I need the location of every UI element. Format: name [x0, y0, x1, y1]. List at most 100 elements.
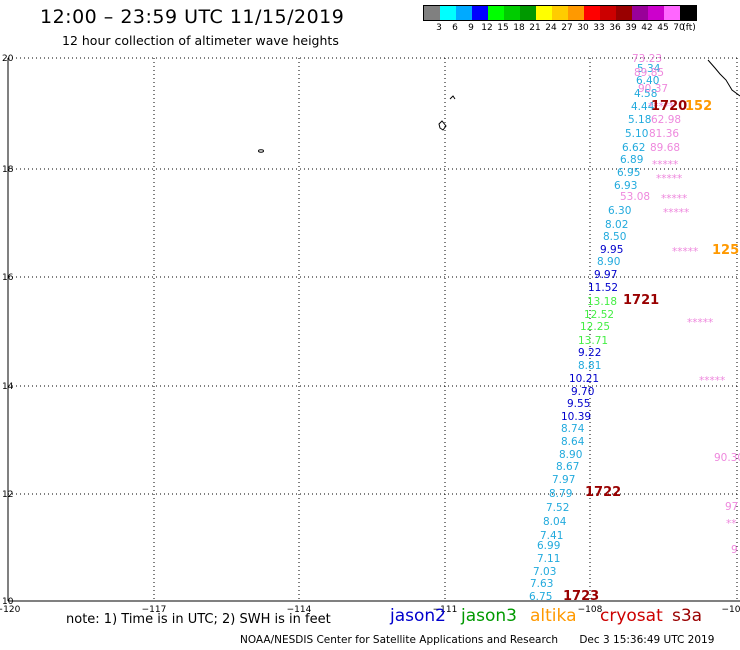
- map-grid: [7, 57, 740, 602]
- colorbar-label: 45: [657, 23, 669, 33]
- colorbar-label: 9: [468, 23, 474, 33]
- wave-height-label: *****: [663, 207, 689, 219]
- colorbar-label: 6: [452, 23, 458, 33]
- wave-height-label: **: [726, 518, 737, 530]
- satellite-legend-altika: altika: [530, 606, 577, 626]
- wave-height-label: *****: [661, 193, 687, 205]
- longitude-label: −10: [722, 605, 740, 615]
- wave-height-label: 12.52: [584, 309, 614, 321]
- wave-height-label: 9.22: [578, 347, 601, 359]
- wave-height-label: *****: [656, 173, 682, 185]
- wave-height-label: 5.10: [625, 128, 648, 140]
- longitude-label: −120: [0, 605, 21, 615]
- wave-height-label: 97: [725, 501, 738, 513]
- wave-height-label: 9.97: [594, 269, 617, 281]
- wave-height-label: 90.37: [638, 83, 668, 95]
- wave-height-label: 90.30: [714, 452, 740, 464]
- wave-height-label: 10.39: [561, 411, 591, 423]
- wave-height-label: *****: [652, 159, 678, 171]
- colorbar-swatch: [664, 6, 680, 20]
- wave-height-label: 8.02: [605, 219, 628, 231]
- colorbar-swatch: [552, 6, 568, 20]
- wave-height-label: 73.23: [632, 53, 662, 65]
- wave-height-label: 9.70: [571, 386, 594, 398]
- wave-height-label: 9: [731, 544, 738, 556]
- colorbar-swatches: [423, 5, 697, 21]
- wave-height-label: *****: [648, 101, 674, 113]
- colorbar-swatch: [616, 6, 632, 20]
- wave-height-label: 81.36: [649, 128, 679, 140]
- wave-height-label: 8.04: [543, 516, 567, 528]
- coastline-islands: [258, 59, 740, 153]
- longitude-label: −108: [578, 605, 603, 615]
- wave-height-label: 8.64: [561, 436, 585, 448]
- note-text: note: 1) Time is in UTC; 2) SWH is in fe…: [66, 612, 331, 627]
- wave-height-label: 13.18: [587, 296, 617, 308]
- map-subtitle: 12 hour collection of altimeter wave hei…: [62, 33, 339, 48]
- wave-height-label: 5.18: [628, 114, 651, 126]
- colorbar-swatch: [632, 6, 648, 20]
- wave-height-label: 1721: [623, 293, 659, 308]
- map-title: 12:00 – 23:59 UTC 11/15/2019: [40, 6, 345, 28]
- wave-height-label: 12.25: [580, 321, 610, 333]
- altimeter-observations: 73.235.3489.856.404.5890.374.44*****1720…: [529, 53, 740, 604]
- wave-height-label: 9.55: [567, 398, 590, 410]
- wave-height-label: 62.98: [651, 114, 681, 126]
- wave-height-label: 6.30: [608, 205, 631, 217]
- satellite-legend-cryosat: cryosat: [600, 606, 663, 626]
- wave-height-label: 89.85: [634, 67, 664, 79]
- colorbar-label: 27: [561, 23, 573, 33]
- satellite-legend-jason3: jason3: [461, 606, 517, 626]
- wave-height-label: 1723: [563, 589, 599, 604]
- colorbar-label: 42: [641, 23, 653, 33]
- island: [438, 120, 447, 131]
- latitude-label: 10: [2, 597, 14, 607]
- wave-height-label: 8.79: [549, 488, 572, 500]
- colorbar-label: 3: [436, 23, 442, 33]
- wave-height-label: 7.41: [540, 530, 563, 542]
- wave-height-label: 8.90: [559, 449, 582, 461]
- satellite-legend-s3a: s3a: [672, 606, 703, 626]
- longitude-label: −117: [142, 605, 167, 615]
- colorbar-label: 21: [529, 23, 541, 33]
- latitude-label: 20: [2, 54, 14, 64]
- colorbar-swatch: [456, 6, 472, 20]
- wave-height-label: 6.40: [636, 75, 659, 87]
- wave-height-label: 1722: [585, 485, 621, 500]
- colorbar-swatch: [472, 6, 488, 20]
- colorbar-label: 30: [577, 23, 589, 33]
- wave-height-label: 6.62: [622, 142, 645, 154]
- latitude-label: 12: [2, 490, 13, 500]
- colorbar-label: 24: [545, 23, 557, 33]
- wave-height-label: 6.95: [617, 167, 640, 179]
- colorbar-swatch: [600, 6, 616, 20]
- colorbar-swatch: [584, 6, 600, 20]
- satellite-legend-jason2: jason2: [390, 606, 446, 626]
- wave-height-label: 5.34: [637, 63, 661, 75]
- wave-height-label: 7.03: [533, 566, 556, 578]
- wave-height-label: 8.74: [561, 423, 585, 435]
- colorbar-label: (ft): [682, 23, 696, 33]
- wave-height-label: 7.97: [552, 474, 575, 486]
- colorbar-label: 12: [481, 23, 493, 33]
- longitude-label: −114: [287, 605, 312, 615]
- wave-height-label: 6.89: [620, 154, 643, 166]
- latitude-label: 16: [2, 273, 14, 283]
- wave-height-label: 125: [712, 243, 739, 258]
- wave-height-label: 9.95: [600, 244, 623, 256]
- footer-timestamp: Dec 3 15:36:49 UTC 2019: [579, 634, 715, 646]
- wave-height-label: 13.71: [578, 335, 608, 347]
- wave-height-label: 8.50: [603, 231, 626, 243]
- colorbar-label: 15: [497, 23, 509, 33]
- colorbar-label: 33: [593, 23, 605, 33]
- wave-height-label: 7.63: [530, 578, 553, 590]
- wave-height-label: 11.52: [588, 282, 618, 294]
- colorbar-label: 39: [625, 23, 637, 33]
- colorbar-swatch: [504, 6, 520, 20]
- colorbar-swatch: [488, 6, 504, 20]
- wave-height-label: 89.68: [650, 142, 680, 154]
- colorbar-swatch: [520, 6, 536, 20]
- wave-height-label: *****: [687, 317, 713, 329]
- wave-height-label: 6.75: [529, 591, 552, 603]
- wave-height-label: 53.08: [620, 191, 650, 203]
